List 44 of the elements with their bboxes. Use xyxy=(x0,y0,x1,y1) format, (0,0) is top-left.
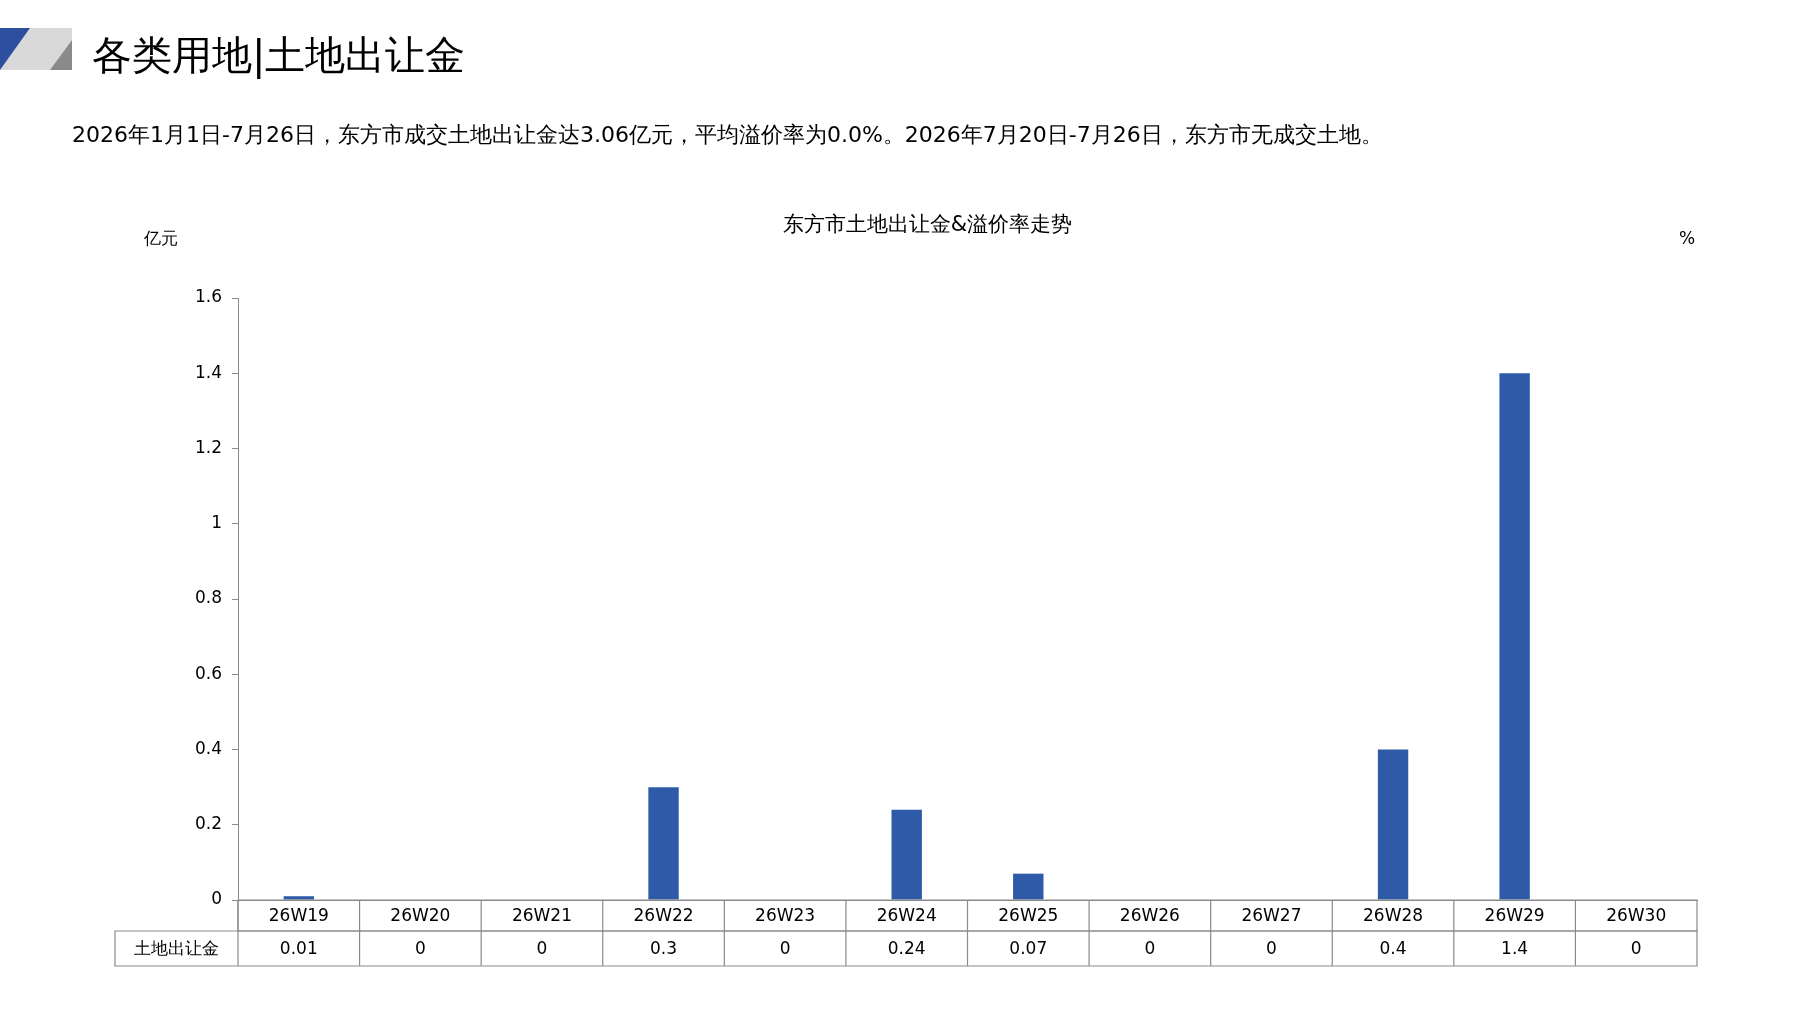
data-label: 0.24 xyxy=(887,937,926,958)
text: 土地出让金 xyxy=(134,937,219,958)
bar xyxy=(648,787,679,900)
x-tick-label: 26W22 xyxy=(633,904,694,925)
y-tick-label: 0.2 xyxy=(194,813,222,834)
x-tick-label: 26W21 xyxy=(511,904,572,925)
bar xyxy=(1377,749,1409,900)
data-label: 0.4 xyxy=(1379,937,1407,958)
x-tick-label: 26W25 xyxy=(998,904,1059,925)
y-tick-label: 0.6 xyxy=(194,662,222,683)
data-label: 0.3 xyxy=(650,937,678,958)
data-label: 0.01 xyxy=(279,937,318,958)
y-tick-label: 0.4 xyxy=(194,737,222,758)
x-tick-label: 26W19 xyxy=(268,904,329,925)
bar xyxy=(891,809,922,900)
x-tick-label: 26W28 xyxy=(1363,904,1424,925)
y-tick-label: 0 xyxy=(211,888,222,909)
x-tick-label: 26W30 xyxy=(1606,904,1667,925)
x-tick-label: 26W20 xyxy=(390,904,451,925)
chart-title: 东方市土地出让金&溢价率走势 xyxy=(782,212,1073,237)
bar xyxy=(1013,873,1044,900)
data-label: 0 xyxy=(414,937,426,958)
data-label: 0 xyxy=(1144,937,1156,958)
y-axis-title: 亿元 xyxy=(143,228,178,249)
data-label: 0 xyxy=(536,937,548,958)
x-tick-label: 26W29 xyxy=(1484,904,1545,925)
data-label: 0.07 xyxy=(1009,937,1048,958)
y-tick-label: 1 xyxy=(211,512,222,533)
y-tick-label: 1.4 xyxy=(194,361,222,382)
bar xyxy=(1499,373,1530,900)
y-tick-label: 0.8 xyxy=(194,587,222,608)
y-tick-label: 1.2 xyxy=(194,436,222,457)
text: 各类用地|土地出让金 xyxy=(92,31,466,81)
x-tick-label: 26W26 xyxy=(1119,904,1180,925)
x-tick-label: 26W23 xyxy=(755,904,816,925)
x-tick-label: 26W27 xyxy=(1241,904,1302,925)
data-label: 0 xyxy=(779,937,791,958)
x-tick-label: 26W24 xyxy=(876,904,937,925)
data-label: 1.4 xyxy=(1501,937,1529,958)
data-label: 0 xyxy=(1630,937,1642,958)
y2-axis-title: % xyxy=(1678,228,1696,249)
text: 2026年1月1日-7月26日，东方市成交土地出让金达3.06亿元，平均溢价率为0.0%。2026年7月20日-7月26日，东方市无成交土地。 xyxy=(72,121,1383,149)
data-label: 0 xyxy=(1266,937,1277,958)
y-tick-label: 1.6 xyxy=(194,286,222,307)
